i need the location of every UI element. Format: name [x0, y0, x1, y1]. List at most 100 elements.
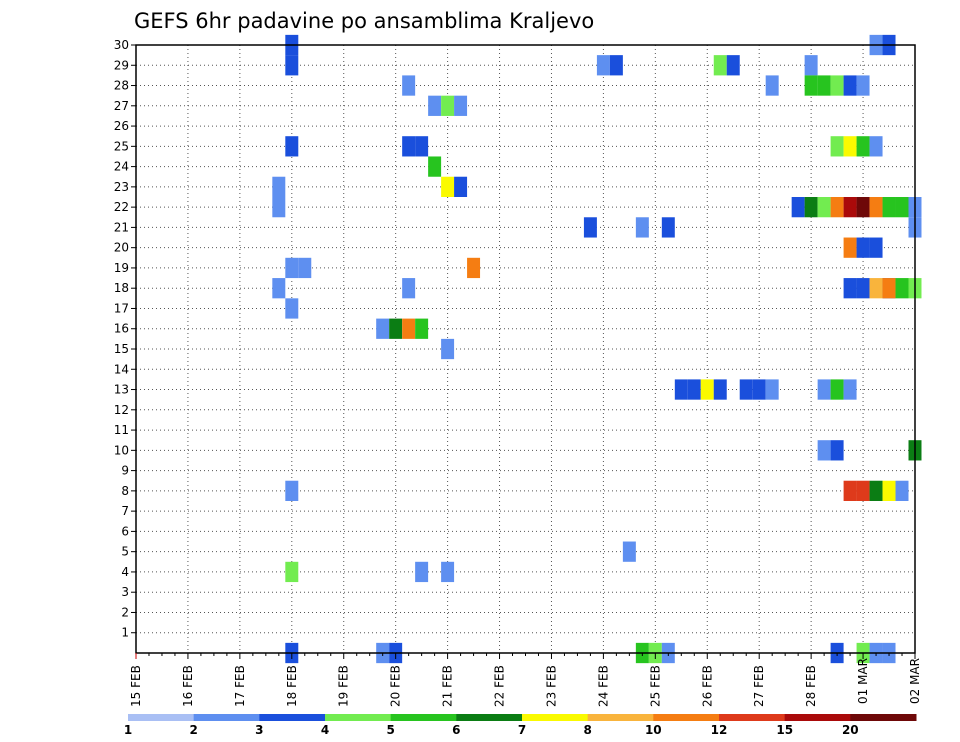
x-tick-label: 21 FEB [441, 665, 455, 707]
colorbar-label: 10 [645, 723, 662, 737]
y-tick-label: 10 [114, 443, 129, 457]
y-tick-label: 12 [114, 403, 129, 417]
y-tick-label: 29 [114, 58, 129, 72]
colorbar-segment [193, 714, 260, 721]
colorbar-segment [784, 714, 851, 721]
y-tick-label: 27 [114, 99, 129, 113]
heatmap-cell [389, 318, 403, 339]
x-tick-label: 15 FEB [129, 665, 143, 707]
y-tick-label: 9 [121, 464, 129, 478]
heatmap-cell [661, 217, 675, 238]
y-tick-label: 23 [114, 180, 129, 194]
x-axis: 15 FEB 16 FEB 17 FEB 18 FEB 19 FEB 20 FEB 21 F… [129, 653, 922, 707]
colorbar-segment [850, 714, 917, 721]
colorbar-label: 7 [518, 723, 526, 737]
heatmap-cell [830, 75, 844, 96]
heatmap-cell [869, 197, 883, 218]
colorbar-label: 6 [452, 723, 460, 737]
heatmap-cell [285, 55, 299, 76]
colorbar-segment [390, 714, 457, 721]
heatmap-cell [765, 379, 779, 400]
heatmap-cell [428, 156, 442, 177]
heatmap-cell [441, 176, 455, 197]
heatmap-cell [817, 440, 831, 461]
colorbar-label: 1 [124, 723, 132, 737]
heatmap-cells [272, 34, 922, 664]
heatmap-cell [856, 197, 870, 218]
colorbar-label: 20 [842, 723, 859, 737]
x-tick-label: 01 MAR [856, 658, 870, 704]
y-tick-label: 26 [114, 119, 129, 133]
heatmap-cell [856, 75, 870, 96]
y-tick-label: 24 [114, 160, 129, 174]
heatmap-cell [856, 480, 870, 501]
heatmap-cell [609, 55, 623, 76]
y-tick-label: 25 [114, 139, 129, 153]
heatmap-cell [583, 217, 597, 238]
heatmap-cell [830, 440, 844, 461]
y-tick-label: 7 [121, 504, 129, 518]
y-tick-label: 28 [114, 79, 129, 93]
colorbar-segment [587, 714, 654, 721]
heatmap-cell [882, 197, 896, 218]
colorbar-label: 4 [321, 723, 329, 737]
heatmap-cell [843, 379, 857, 400]
heatmap-cell [895, 197, 909, 218]
y-tick-label: 18 [114, 281, 129, 295]
heatmap-cell [869, 237, 883, 258]
y-tick-label: 14 [114, 362, 129, 376]
y-tick-label: 22 [114, 200, 129, 214]
heatmap-cell [830, 197, 844, 218]
grid-lines [136, 45, 916, 653]
y-tick-label: 3 [121, 585, 129, 599]
heatmap-cell [726, 55, 740, 76]
heatmap-cell [415, 561, 429, 583]
heatmap-cell [428, 95, 442, 116]
colorbar-label: 8 [584, 723, 592, 737]
heatmap-cell [467, 257, 481, 279]
x-tick-label: 19 FEB [337, 665, 351, 707]
y-tick-label: 30 [114, 38, 129, 52]
heatmap-cell [285, 257, 299, 279]
x-tick-label: 28 FEB [804, 665, 818, 707]
y-axis: 1234567891011121314151617181920212223242… [114, 38, 136, 640]
heatmap-cell [830, 136, 844, 157]
x-tick-label: 18 FEB [285, 665, 299, 707]
heatmap-cell [804, 197, 818, 218]
x-tick-label: 23 FEB [545, 665, 559, 707]
heatmap-cell [843, 237, 857, 258]
heatmap-cell [402, 75, 416, 96]
heatmap-cell [454, 95, 468, 116]
heatmap-cell [713, 379, 727, 400]
colorbar-segment [719, 714, 786, 721]
heatmap-cell [441, 561, 455, 583]
heatmap-cell [441, 95, 455, 116]
heatmap-cell [830, 379, 844, 400]
heatmap-cell [843, 480, 857, 501]
heatmap-cell [376, 318, 390, 339]
heatmap-cell [622, 541, 636, 562]
x-tick-label: 27 FEB [752, 665, 766, 707]
x-tick-label: 02 MAR [908, 658, 922, 704]
heatmap-cell [441, 338, 455, 360]
y-tick-label: 17 [114, 301, 129, 315]
colorbar-segment [456, 714, 523, 721]
heatmap-cell [895, 480, 909, 501]
colorbar-label: 15 [776, 723, 793, 737]
heatmap-cell [882, 480, 896, 501]
heatmap-cell [856, 278, 870, 299]
y-tick-label: 15 [114, 342, 129, 356]
heatmap-cell [882, 278, 896, 299]
y-tick-label: 20 [114, 241, 129, 255]
heatmap-cell [752, 379, 766, 400]
colorbar-segment [128, 714, 195, 721]
heatmap-cell [454, 176, 468, 197]
colorbar-segment [259, 714, 326, 721]
colorbar-label: 2 [190, 723, 198, 737]
heatmap-cell [856, 237, 870, 258]
y-tick-label: 2 [121, 605, 129, 619]
heatmap-cell [843, 136, 857, 157]
colorbar-segment [325, 714, 392, 721]
chart-title: GEFS 6hr padavine po ansamblima Kraljevo [134, 9, 594, 33]
